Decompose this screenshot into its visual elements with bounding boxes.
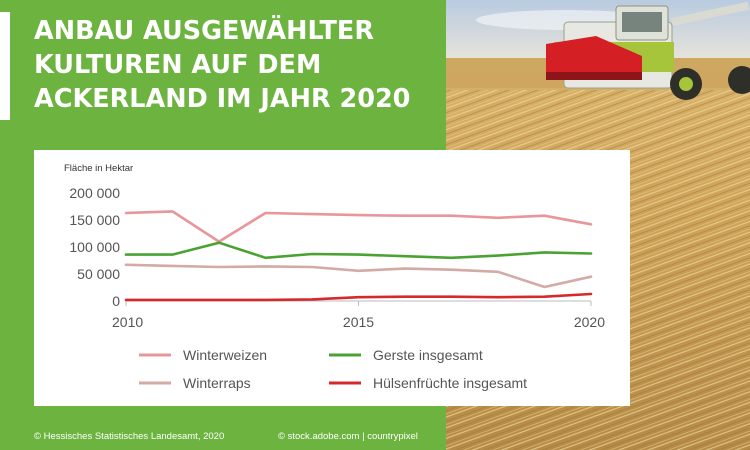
series-line-huelsenfruechte-insgesamt <box>124 292 593 302</box>
title-line-3: ACKERLAND IM JAHR 2020 <box>34 84 411 114</box>
x-tick-label: 2015 <box>343 314 374 330</box>
y-axis-label: Fläche in Hektar <box>64 163 133 174</box>
combine-harvester-icon <box>546 1 750 100</box>
y-tick-label: 150 000 <box>69 212 120 228</box>
line-chart: Fläche in Hektar 0 50 000 100 000 150 000 20… <box>64 163 605 391</box>
legend-label: Winterraps <box>183 375 251 391</box>
x-tick-label: 2020 <box>574 314 605 330</box>
series-line-winterweizen <box>124 210 593 243</box>
title-line-1: ANBAU AUSGEWÄHLTER <box>34 16 374 46</box>
legend-label: Hülsenfrüchte insgesamt <box>373 375 527 391</box>
x-tick-label: 2010 <box>112 314 143 330</box>
legend-label: Winterweizen <box>183 347 267 363</box>
accent-bar <box>0 12 10 120</box>
footer-copyright-source: © Hessisches Statistisches Landesamt, 20… <box>34 431 225 442</box>
y-tick-label: 50 000 <box>77 266 120 282</box>
series-line-winterraps <box>124 263 593 289</box>
legend-label: Gerste insgesamt <box>373 347 483 363</box>
title-line-2: KULTUREN AUF DEM <box>34 50 322 80</box>
y-tick-label: 100 000 <box>69 239 120 255</box>
page-title: ANBAU AUSGEWÄHLTER KULTUREN AUF DEM ACKE… <box>34 14 439 116</box>
y-tick-label: 200 000 <box>69 185 120 201</box>
series-line-gerste-insgesamt <box>124 241 593 260</box>
y-tick-label: 0 <box>112 293 120 309</box>
footer-photo-credit: © stock.adobe.com | countrypixel <box>278 431 418 442</box>
chart-card: Fläche in Hektar 0 50 000 100 000 150 000 20… <box>34 150 630 406</box>
